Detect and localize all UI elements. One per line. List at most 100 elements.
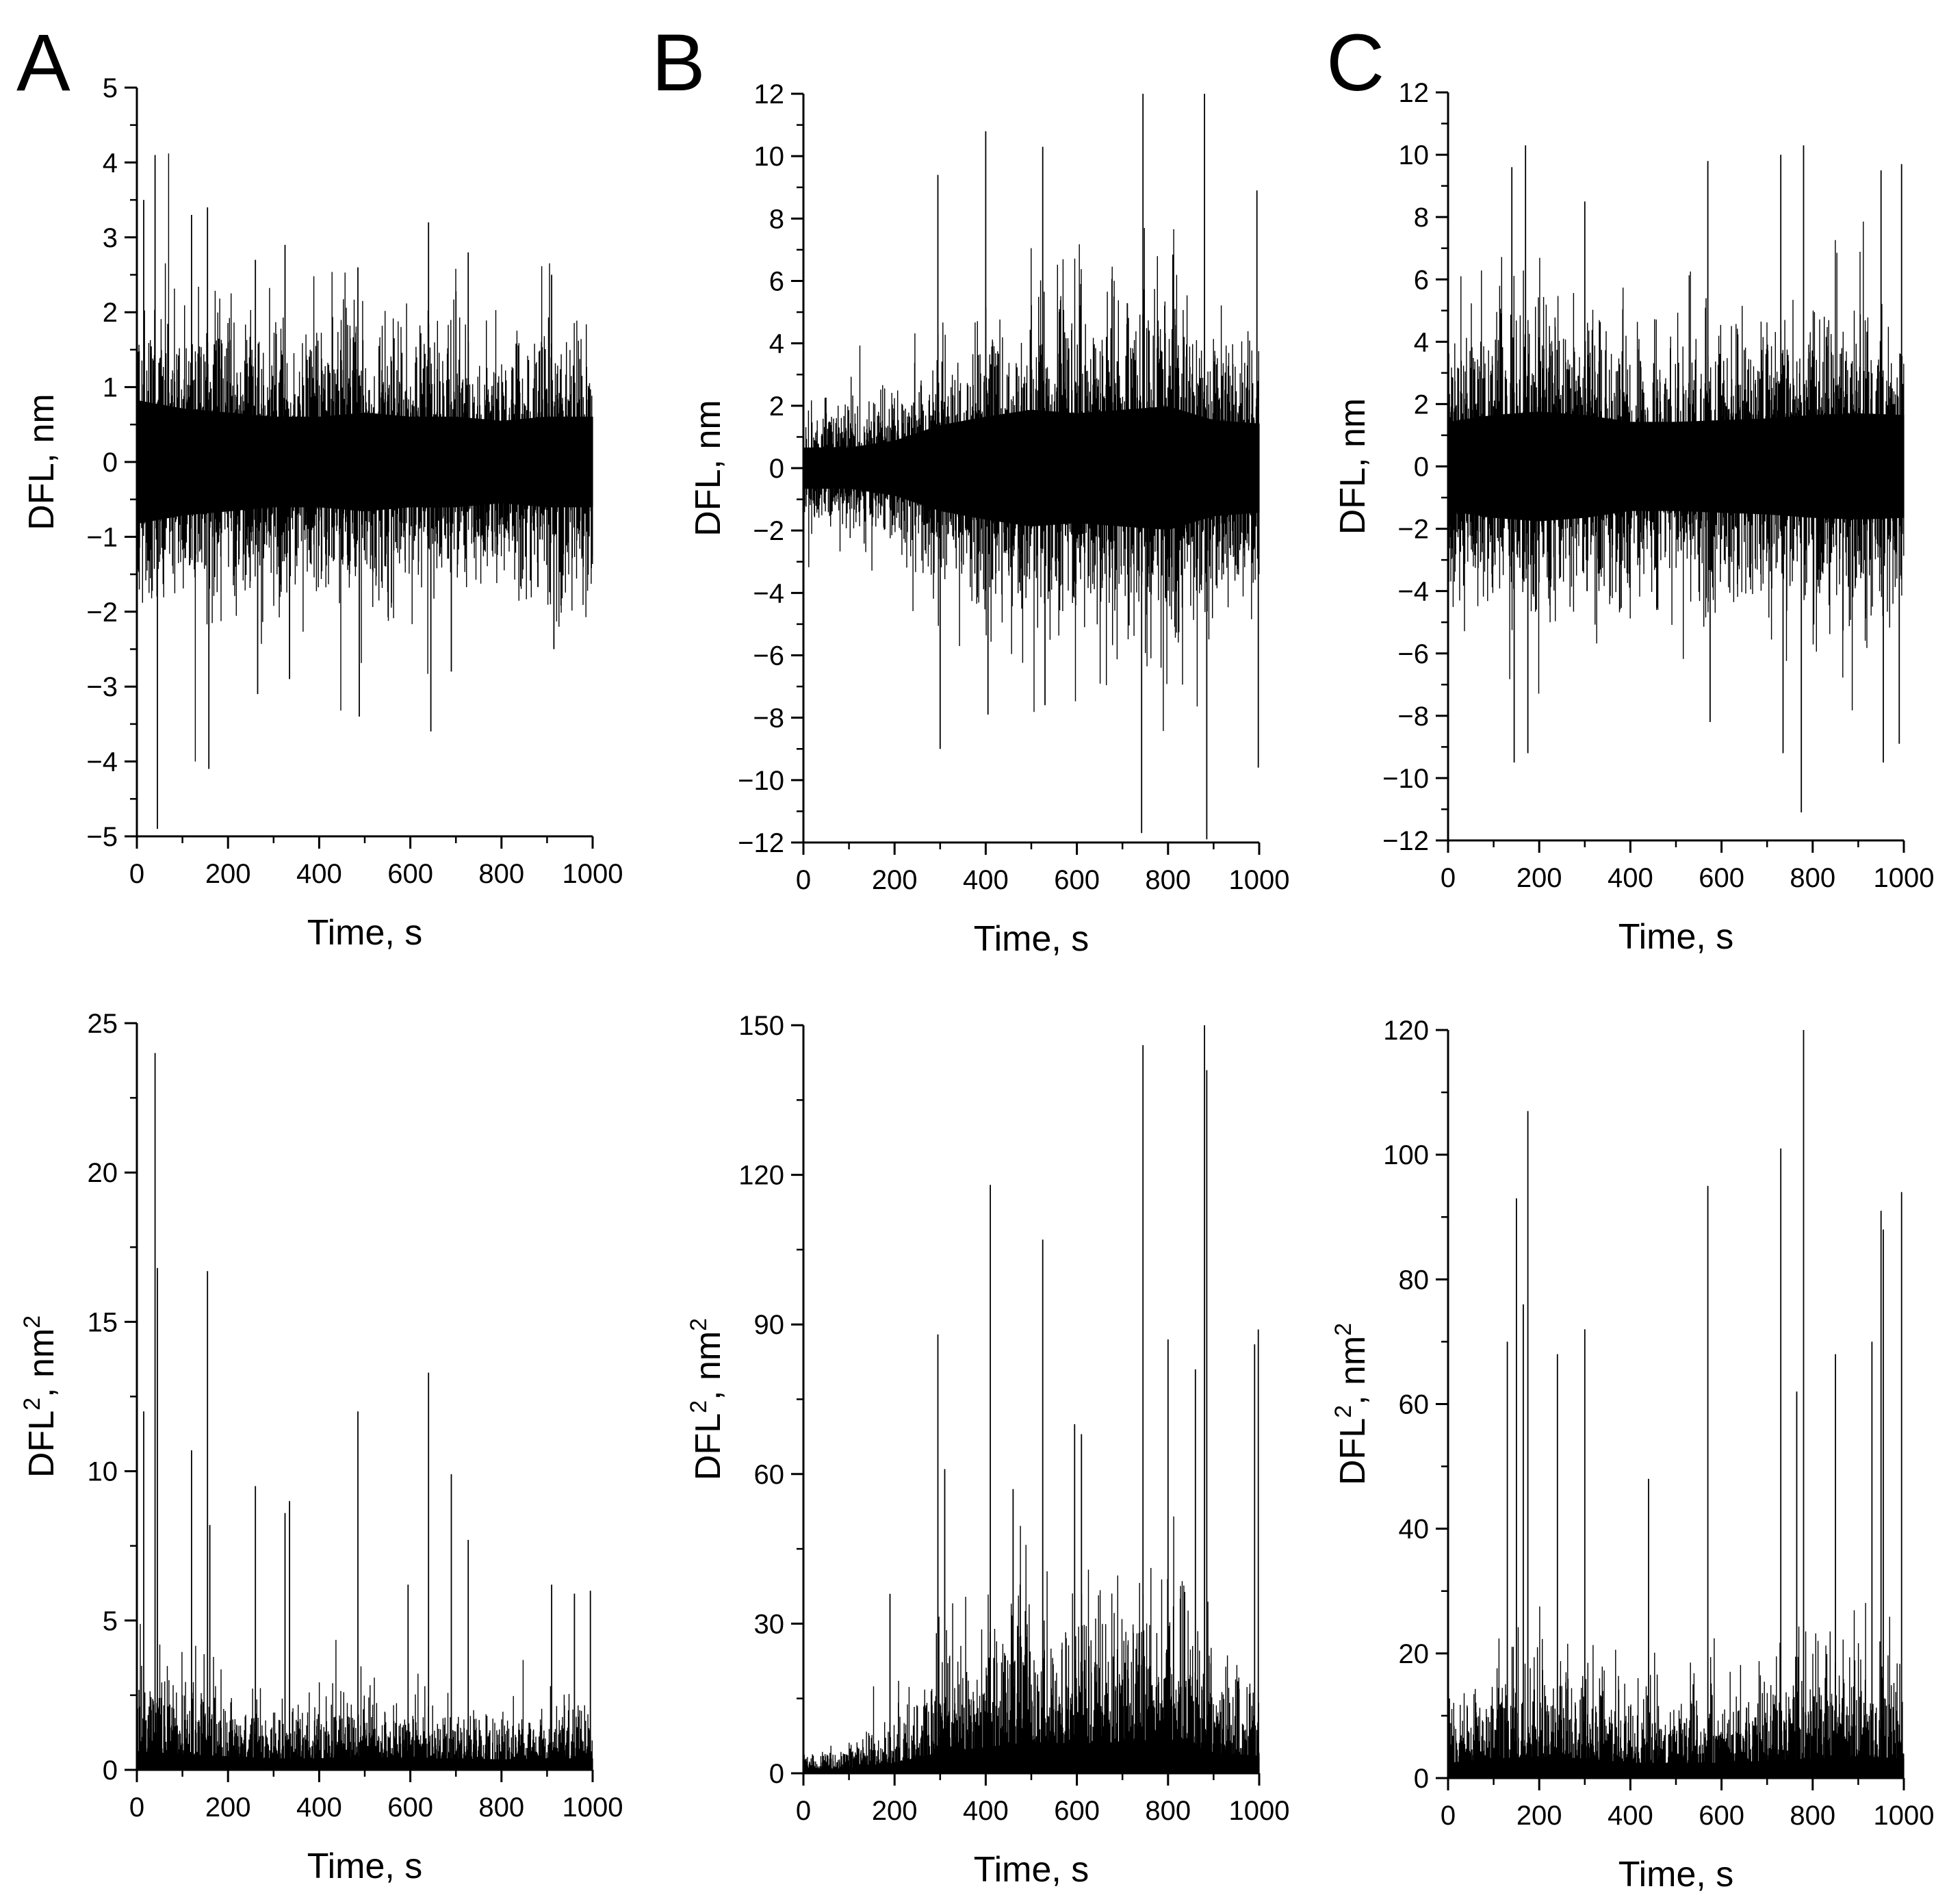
chart-b-bottom: 0 200 400 600 800 1000 0 30 60 90 120 150 Time, s D… (686, 1011, 1289, 1890)
y-tick-label: 4 (103, 148, 118, 178)
y-tick-label: −12 (738, 828, 784, 858)
chart-b-top-axes: 0 200 400 600 800 1000 −12 −10 −8 −6 −4 −2 0 2 4 6 8 10 12 (738, 79, 1289, 895)
chart-b-top-xlabel: Time, s (974, 919, 1089, 959)
y-tick-label: 10 (754, 142, 785, 172)
y-tick-label: 4 (769, 329, 784, 359)
y-tick-label: 0 (103, 448, 118, 478)
chart-a-bottom-axes: 0 200 400 600 800 1000 0 5 10 15 20 25 (88, 1009, 623, 1823)
x-tick-label: 1000 (1874, 863, 1935, 893)
y-tick-label: 0 (1414, 452, 1429, 483)
x-tick-label: 800 (478, 1792, 524, 1823)
y-tick-label: 0 (103, 1755, 118, 1786)
y-tick-label: 15 (88, 1307, 118, 1337)
x-tick-label: 800 (478, 859, 524, 889)
x-tick-label: 200 (205, 859, 251, 889)
chart-b-top-signal (803, 94, 1260, 840)
y-tick-label: 20 (1399, 1639, 1430, 1669)
x-tick-label: 0 (1441, 863, 1456, 893)
y-tick-label: −2 (1397, 515, 1429, 545)
ylabel-superscript-2: 2 (1330, 1323, 1356, 1336)
y-tick-label: −10 (1382, 764, 1429, 794)
ylabel-superscript-1: 2 (19, 1398, 45, 1411)
y-tick-label: 0 (769, 454, 784, 484)
chart-c-bottom: 0 200 400 600 800 1000 0 20 40 60 80 100 120 Time, s… (1330, 1016, 1934, 1894)
panel-letter-c: C (1326, 18, 1384, 108)
x-tick-label: 400 (296, 1792, 342, 1823)
y-tick-label: 0 (769, 1759, 784, 1789)
chart-b-top: 0 200 400 600 800 1000 −12 −10 −8 −6 −4 −2 0 2 4 6 8 10 12… (688, 79, 1289, 959)
x-tick-label: 1000 (1229, 1796, 1290, 1826)
x-tick-label: 200 (1516, 1801, 1562, 1831)
y-tick-label: 90 (754, 1310, 785, 1340)
y-tick-label: 8 (769, 204, 784, 234)
signal-core-band (1447, 411, 1905, 522)
y-tick-label: −8 (753, 704, 784, 734)
x-tick-label: 800 (1790, 863, 1835, 893)
y-tick-label: 10 (1399, 140, 1430, 170)
chart-c-bottom-signal (1447, 1030, 1905, 1778)
y-tick-label: −8 (1397, 702, 1429, 732)
signal-trace (136, 1623, 593, 1770)
y-tick-label: 120 (1383, 1016, 1429, 1046)
chart-a-bottom-xlabel: Time, s (307, 1847, 423, 1886)
x-tick-label: 400 (296, 859, 342, 889)
chart-c-top-signal (1447, 145, 1905, 812)
y-tick-label: −6 (753, 641, 784, 671)
chart-b-top-ylabel: DFL, nm (688, 400, 728, 536)
x-tick-label: 1000 (1874, 1801, 1935, 1831)
y-tick-label: 0 (1414, 1764, 1429, 1794)
y-tick-label: 2 (103, 298, 118, 328)
y-tick-label: 60 (1399, 1390, 1430, 1420)
x-tick-label: 800 (1790, 1801, 1835, 1831)
y-tick-label: 6 (769, 267, 784, 297)
y-tick-label: −12 (1382, 826, 1429, 856)
y-tick-label: 1 (103, 373, 118, 403)
chart-c-top-ylabel: DFL, nm (1333, 398, 1373, 535)
chart-b-bottom-signal (803, 1025, 1260, 1773)
ylabel-superscript-1: 2 (1330, 1405, 1356, 1418)
panel-letter-b: B (651, 18, 706, 108)
y-tick-label: 5 (103, 73, 118, 103)
y-tick-label: 150 (738, 1011, 784, 1041)
chart-c-bottom-ylabel: DFL2, nm2 (1330, 1323, 1373, 1485)
x-tick-label: 800 (1145, 1796, 1191, 1826)
chart-b-bottom-axes: 0 200 400 600 800 1000 0 30 60 90 120 150 (738, 1011, 1289, 1826)
x-tick-label: 1000 (563, 859, 623, 889)
y-tick-label: 12 (1399, 78, 1430, 108)
y-tick-label: 2 (769, 391, 784, 422)
y-tick-label: 20 (88, 1158, 118, 1188)
chart-a-top-ylabel: DFL, nm (22, 394, 62, 530)
x-tick-label: 600 (387, 859, 433, 889)
x-tick-label: 0 (129, 1792, 144, 1823)
chart-a-top: 0 200 400 600 800 1000 −5 −4 −3 −2 −1 0 1 2 3 4 5 Time, … (22, 73, 623, 953)
chart-a-top-axes: 0 200 400 600 800 1000 −5 −4 −3 −2 −1 0 1 2 3 4 5 (86, 73, 623, 889)
y-tick-label: 100 (1383, 1140, 1429, 1170)
y-tick-label: 60 (754, 1460, 785, 1490)
chart-c-top-axes: 0 200 400 600 800 1000 −12 −10 −8 −6 −4 −2 0 2 4 6 8 10 12 (1382, 78, 1934, 893)
ylabel-superscript-2: 2 (686, 1318, 712, 1331)
chart-c-bottom-xlabel: Time, s (1618, 1855, 1734, 1894)
chart-a-top-xlabel: Time, s (307, 913, 423, 953)
y-tick-label: 40 (1399, 1515, 1430, 1545)
x-tick-label: 0 (796, 865, 811, 895)
signal-trace (803, 1516, 1260, 1773)
ylabel-part-c: , nm (688, 1331, 728, 1400)
ylabel-part-a: DFL (1333, 1418, 1373, 1485)
y-tick-label: −10 (738, 766, 784, 796)
x-tick-label: 1000 (563, 1792, 623, 1823)
x-tick-label: 0 (1441, 1801, 1456, 1831)
chart-a-top-signal (136, 153, 593, 829)
chart-b-bottom-xlabel: Time, s (974, 1850, 1089, 1890)
y-tick-label: −1 (86, 522, 118, 552)
y-tick-label: 5 (103, 1606, 118, 1636)
x-tick-label: 600 (1054, 1796, 1100, 1826)
y-tick-label: −6 (1397, 639, 1429, 669)
ylabel-superscript-1: 2 (686, 1400, 712, 1413)
chart-c-top-xlabel: Time, s (1618, 917, 1734, 957)
x-tick-label: 600 (1054, 865, 1100, 895)
chart-a-bottom-signal (136, 1053, 593, 1770)
x-tick-label: 400 (963, 865, 1009, 895)
y-tick-label: 3 (103, 223, 118, 253)
chart-b-bottom-ylabel: DFL2, nm2 (686, 1318, 728, 1480)
